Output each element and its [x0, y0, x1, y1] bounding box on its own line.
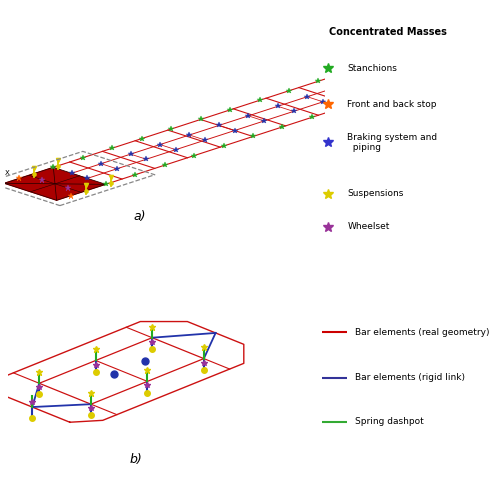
Text: b): b)	[130, 454, 142, 467]
Text: Wheelset: Wheelset	[348, 223, 390, 231]
Text: Bar elements (rigid link): Bar elements (rigid link)	[354, 373, 465, 382]
Text: Stanchions: Stanchions	[348, 64, 398, 73]
Text: Concentrated Masses: Concentrated Masses	[330, 27, 448, 37]
Polygon shape	[348, 56, 450, 89]
Polygon shape	[4, 167, 105, 200]
Text: Front and back stop: Front and back stop	[348, 99, 437, 109]
Text: a): a)	[133, 210, 145, 223]
Text: X: X	[6, 170, 10, 176]
Text: Bar elements (real geometry): Bar elements (real geometry)	[354, 327, 489, 337]
Text: Braking system and
  piping: Braking system and piping	[348, 133, 438, 152]
Text: Spring dashpot: Spring dashpot	[354, 417, 424, 426]
Text: Suspensions: Suspensions	[348, 189, 404, 198]
